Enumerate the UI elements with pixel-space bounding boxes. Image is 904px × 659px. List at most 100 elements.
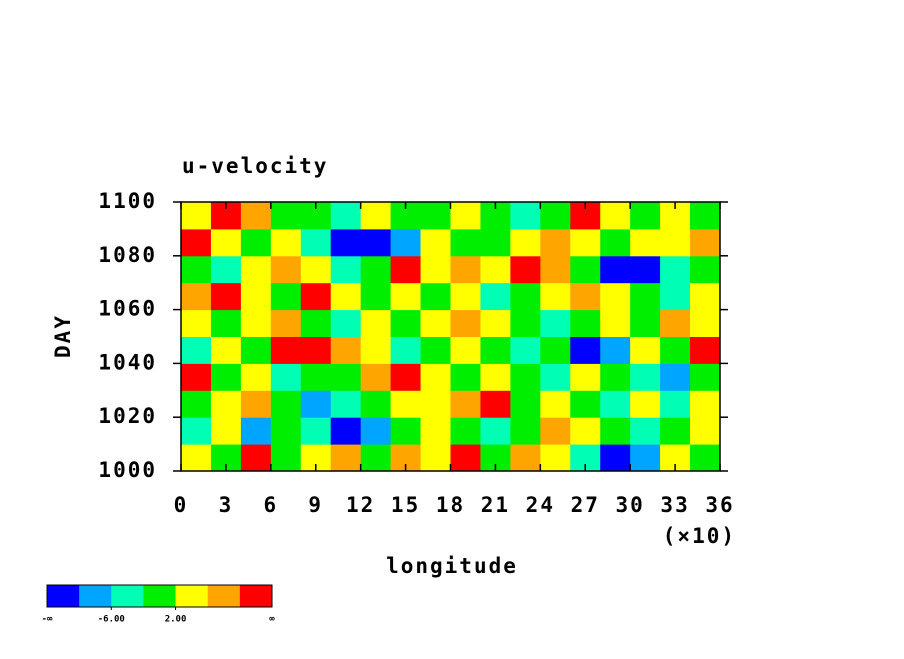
cell xyxy=(240,309,272,337)
cell xyxy=(330,228,362,257)
cell xyxy=(660,282,691,311)
cell xyxy=(570,363,601,391)
cell xyxy=(690,390,721,418)
cell xyxy=(660,255,691,284)
y-tick-label: 1100 xyxy=(98,189,157,213)
cell xyxy=(660,228,691,257)
colorbar-label: -∞ xyxy=(42,615,53,625)
cell xyxy=(210,228,242,257)
y-tick-label: 1060 xyxy=(98,297,157,321)
cell xyxy=(570,255,601,284)
cell xyxy=(690,336,721,364)
cell xyxy=(300,336,332,364)
cell xyxy=(510,255,541,284)
cell xyxy=(630,444,661,472)
cell xyxy=(330,202,362,230)
cell xyxy=(420,390,451,418)
cell xyxy=(630,363,661,391)
cell xyxy=(630,309,661,337)
cell xyxy=(390,336,422,364)
cell xyxy=(540,282,571,311)
cell xyxy=(240,228,272,257)
cell xyxy=(360,417,392,445)
cell xyxy=(510,336,541,364)
y-axis-label: DAY xyxy=(51,314,75,358)
colorbar-swatch xyxy=(239,585,273,607)
x-axis-label: longitude xyxy=(386,554,518,578)
cell xyxy=(330,363,362,391)
colorbar-swatch xyxy=(47,585,80,607)
cell xyxy=(330,282,362,311)
cell xyxy=(181,282,212,311)
cell xyxy=(270,336,302,364)
cell xyxy=(570,228,601,257)
cell xyxy=(450,228,481,257)
cell xyxy=(690,444,721,472)
cell xyxy=(360,336,392,364)
x-tick-label: 9 xyxy=(308,493,323,517)
cell xyxy=(300,309,332,337)
cell xyxy=(510,309,541,337)
cell xyxy=(390,309,422,337)
cell xyxy=(630,282,661,311)
colorbar-swatch xyxy=(207,585,241,607)
cell xyxy=(450,255,481,284)
cell xyxy=(450,336,481,364)
y-tick-label: 1040 xyxy=(98,350,157,374)
colorbar-frame xyxy=(46,584,273,608)
cell xyxy=(540,444,571,472)
cell xyxy=(330,309,362,337)
cell xyxy=(181,202,212,230)
cell xyxy=(330,444,362,472)
cell xyxy=(690,282,721,311)
cell xyxy=(540,336,571,364)
cell xyxy=(270,309,302,337)
cell xyxy=(480,336,511,364)
x-tick-label: 15 xyxy=(391,493,420,517)
cell xyxy=(570,309,601,337)
cell xyxy=(210,363,242,391)
cell xyxy=(450,390,481,418)
cell xyxy=(300,417,332,445)
colorbar-swatch xyxy=(79,585,112,607)
cell xyxy=(570,390,601,418)
cell xyxy=(390,228,422,257)
cell xyxy=(600,390,631,418)
cell xyxy=(540,363,571,391)
cell xyxy=(600,282,631,311)
cell xyxy=(630,417,661,445)
cell xyxy=(390,363,422,391)
cell xyxy=(450,417,481,445)
cell xyxy=(360,444,392,472)
cell xyxy=(630,228,661,257)
colorbar-label: -6.00 xyxy=(98,615,125,625)
y-tick-label: 1080 xyxy=(98,243,157,267)
cell xyxy=(540,417,571,445)
cell xyxy=(540,309,571,337)
cell xyxy=(330,255,362,284)
cell xyxy=(360,363,392,391)
cell xyxy=(360,282,392,311)
cell xyxy=(510,228,541,257)
cell xyxy=(270,363,302,391)
cell xyxy=(510,417,541,445)
cell xyxy=(270,282,302,311)
cell xyxy=(181,336,212,364)
cell xyxy=(210,255,242,284)
cell xyxy=(330,390,362,418)
x-multiplier: (×10) xyxy=(663,524,736,548)
cell xyxy=(480,390,511,418)
cell xyxy=(600,309,631,337)
cell xyxy=(480,417,511,445)
cell xyxy=(240,417,272,445)
cell xyxy=(240,336,272,364)
cell xyxy=(630,336,661,364)
colorbar-swatch xyxy=(111,585,144,607)
cell xyxy=(660,390,691,418)
cell xyxy=(540,202,571,230)
cell xyxy=(690,255,721,284)
cell xyxy=(690,202,721,230)
cell xyxy=(690,309,721,337)
cell xyxy=(300,390,332,418)
